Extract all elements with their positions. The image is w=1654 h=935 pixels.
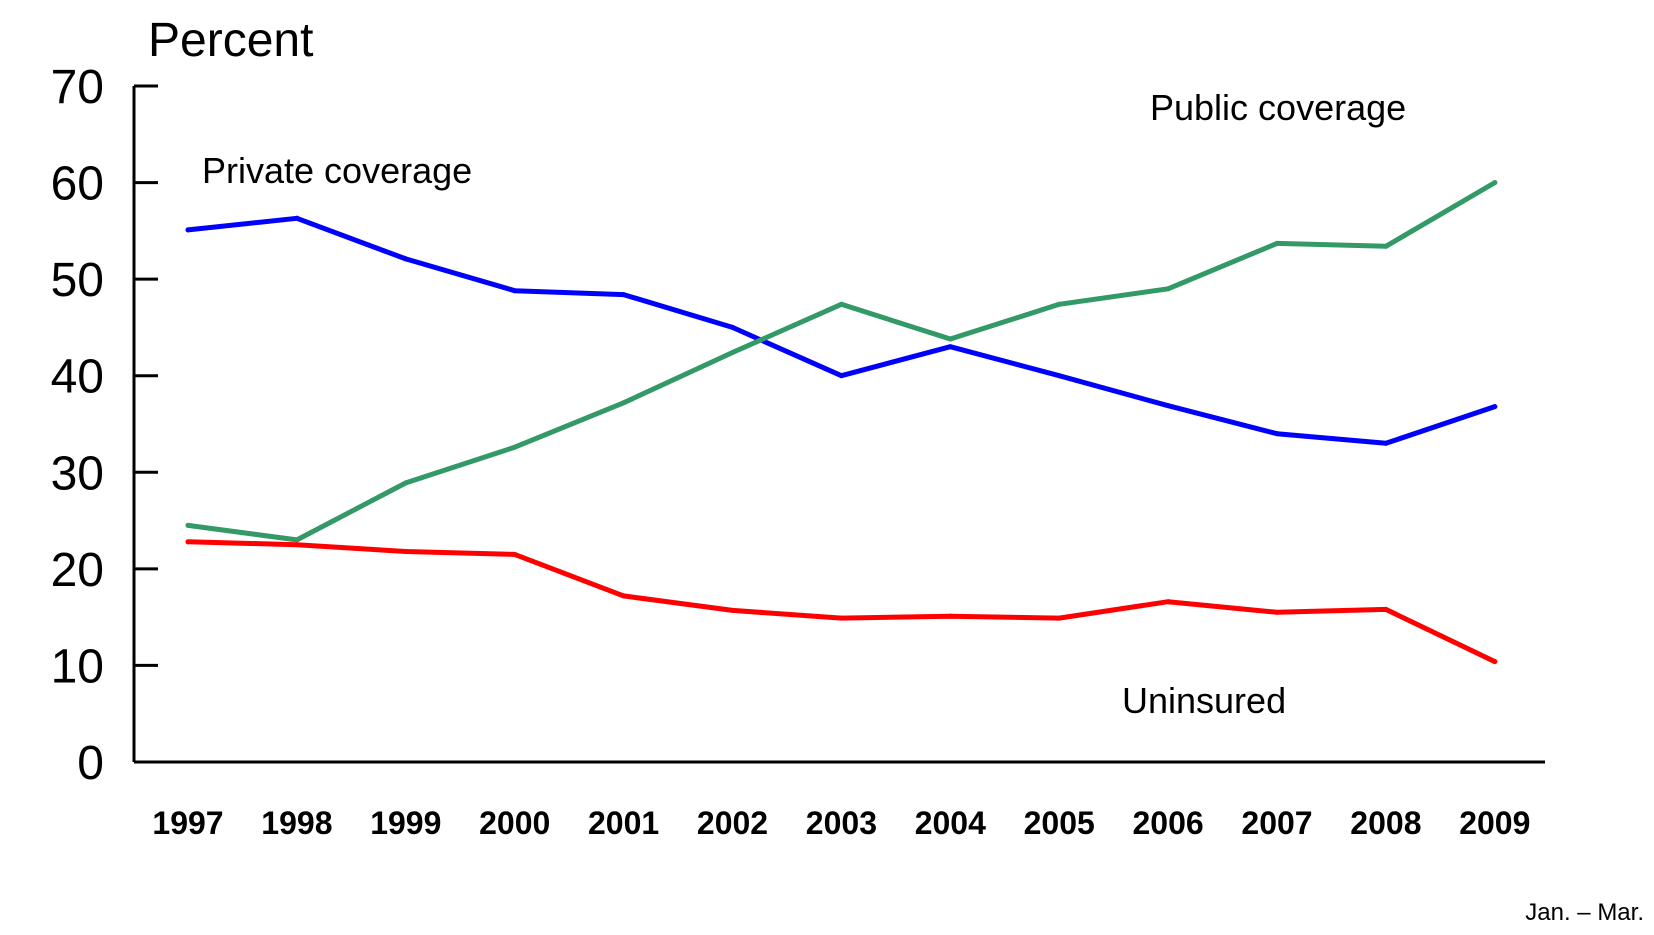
y-tick-label: 50	[51, 254, 104, 307]
x-tick-label: 2003	[806, 805, 877, 841]
data-point-uninsured	[185, 539, 191, 545]
data-point-uninsured	[947, 613, 953, 619]
data-point-private-coverage	[185, 227, 191, 233]
x-tick-label: 1998	[261, 805, 332, 841]
data-point-private-coverage	[403, 256, 409, 262]
y-tick-label: 40	[51, 351, 104, 404]
data-point-uninsured	[730, 607, 735, 613]
data-point-uninsured	[838, 615, 844, 621]
data-point-public-coverage	[185, 522, 191, 528]
series-labels: Private coverage Public coverage Uninsured	[202, 87, 1406, 721]
data-point-private-coverage	[1056, 373, 1062, 379]
data-point-uninsured	[1492, 659, 1498, 665]
data-point-private-coverage	[512, 288, 518, 294]
data-point-uninsured	[294, 542, 300, 548]
y-tick-label: 30	[51, 447, 104, 500]
x-axis-note: Jan. – Mar.	[1525, 899, 1644, 926]
data-point-public-coverage	[730, 350, 735, 356]
data-point-uninsured	[1056, 615, 1062, 621]
y-axis-ticks: 0 10 20 30 40 50 60 70	[51, 61, 158, 790]
x-tick-label: 2005	[1024, 805, 1095, 841]
series-lines	[185, 180, 1498, 665]
data-point-public-coverage	[403, 480, 409, 486]
y-tick-label: 70	[51, 61, 104, 114]
series-label-private-coverage: Private coverage	[202, 150, 472, 191]
series-line-uninsured	[185, 539, 1498, 665]
y-tick-label: 20	[51, 544, 104, 597]
data-point-private-coverage	[621, 292, 627, 298]
data-point-private-coverage	[947, 344, 953, 350]
y-tick-label: 0	[77, 737, 104, 790]
data-point-uninsured	[512, 551, 518, 557]
data-point-private-coverage	[1492, 404, 1498, 410]
x-tick-label: 2007	[1241, 805, 1312, 841]
series-label-public-coverage: Public coverage	[1150, 87, 1406, 128]
data-point-public-coverage	[838, 301, 844, 307]
data-point-public-coverage	[1165, 286, 1171, 292]
data-point-uninsured	[1165, 599, 1171, 605]
x-tick-label: 2009	[1459, 805, 1530, 841]
data-point-public-coverage	[1383, 243, 1389, 249]
data-point-public-coverage	[294, 537, 300, 543]
data-point-public-coverage	[947, 336, 953, 342]
x-tick-label: 1997	[152, 805, 223, 841]
data-point-public-coverage	[1274, 240, 1280, 246]
x-axis-ticks: 1997 1998 1999 2000 2001 2002 2003 2004 2005 2006…	[152, 805, 1530, 841]
x-tick-label: 2008	[1350, 805, 1421, 841]
data-point-public-coverage	[1056, 301, 1062, 307]
y-tick-label: 60	[51, 158, 104, 211]
x-tick-label: 2004	[915, 805, 986, 841]
series-line-private-coverage	[185, 215, 1498, 446]
data-point-uninsured	[403, 548, 409, 554]
data-point-private-coverage	[838, 373, 844, 379]
y-axis-unit-label: Percent	[148, 14, 313, 67]
data-point-private-coverage	[1274, 431, 1280, 437]
x-tick-label: 2002	[697, 805, 768, 841]
data-point-public-coverage	[1492, 180, 1498, 186]
axes	[132, 86, 1545, 764]
x-tick-label: 1999	[370, 805, 441, 841]
x-tick-label: 2000	[479, 805, 550, 841]
x-tick-label: 2006	[1133, 805, 1204, 841]
data-point-private-coverage	[730, 324, 735, 330]
y-tick-label: 10	[51, 640, 104, 693]
series-label-uninsured: Uninsured	[1122, 680, 1286, 721]
data-point-uninsured	[1383, 606, 1389, 612]
data-point-public-coverage	[512, 444, 518, 450]
data-point-private-coverage	[294, 215, 300, 221]
x-tick-label: 2001	[588, 805, 659, 841]
data-point-uninsured	[1274, 609, 1280, 615]
series-line-public-coverage	[185, 180, 1498, 543]
data-point-private-coverage	[1383, 440, 1389, 446]
data-point-public-coverage	[621, 400, 627, 406]
data-point-uninsured	[621, 593, 627, 599]
data-point-private-coverage	[1165, 403, 1171, 409]
